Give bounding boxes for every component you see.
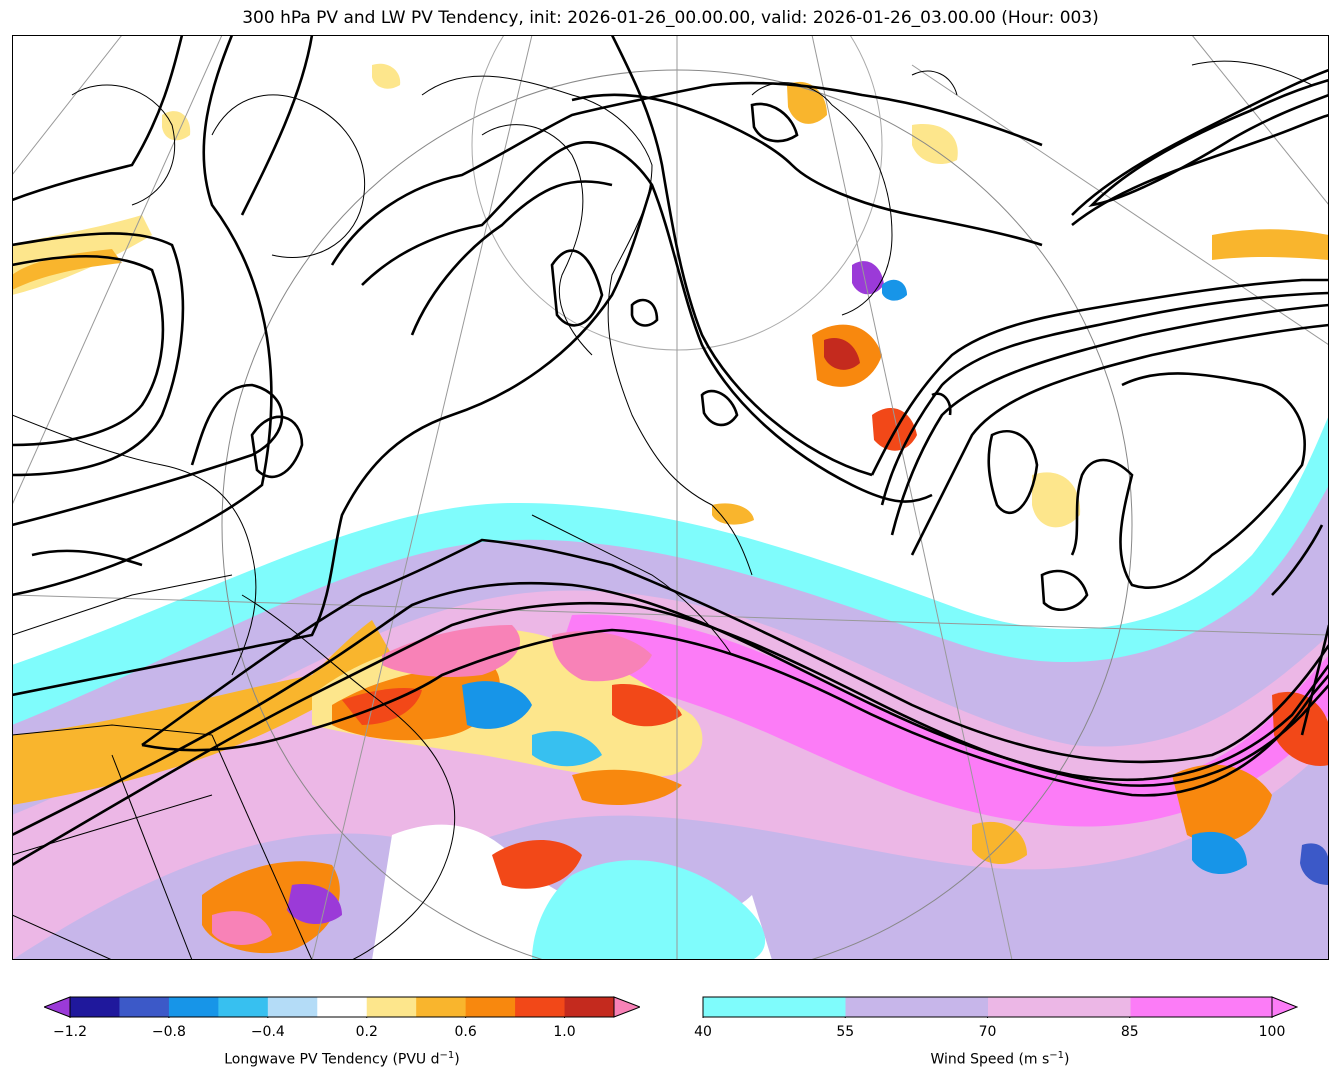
map-panel [12,35,1329,960]
wind-colorbar-tick-label: 55 [836,1024,855,1040]
wind-speed-colorbar [702,996,1298,1018]
wind-speed-colorbar-label: Wind Speed (m s−1) [930,1050,1070,1068]
pv-colorbar-segment [366,997,417,1017]
pv-colorbar-segment [416,997,467,1017]
wind-colorbar-segment [988,997,1131,1017]
wind-colorbar-tick-label: 40 [694,1024,712,1040]
pv-colorbar-tick-label: −0.4 [250,1024,285,1040]
pv-tendency-colorbar-label: Longwave PV Tendency (PVU d−1) [224,1050,460,1068]
wind-colorbar-tick-label: 70 [978,1024,997,1040]
pv-colorbar-tick-label: 1.0 [553,1024,576,1040]
pv-contours [12,35,1329,867]
wind-colorbar-segment [703,997,846,1017]
wind-colorbar-over [1271,996,1298,1018]
pv-colorbar-segment [70,997,120,1017]
figure-title: 300 hPa PV and LW PV Tendency, init: 202… [242,8,1099,28]
pv-colorbar-segment [168,997,219,1017]
pv-colorbar-tick-label: 0.6 [454,1024,477,1040]
pv-colorbar-segment [267,997,318,1017]
pv-colorbar-segment [317,997,368,1017]
graticule [12,35,1329,960]
pv-colorbar-over [613,996,640,1018]
pv-colorbar-tick-label: 0.2 [355,1024,378,1040]
wind-colorbar-tick-label: 100 [1258,1024,1286,1040]
coastlines [12,60,1313,960]
pv-colorbar-segment [218,997,269,1017]
pv-colorbar-segment [564,997,615,1017]
wind-colorbar-segment [1130,997,1274,1017]
pv-colorbar-segment [465,997,516,1017]
pv-tendency-fill [12,63,1329,954]
pv-colorbar-segment [119,997,170,1017]
pv-colorbar-segment [515,997,566,1017]
pv-colorbar-tick-label: −1.2 [53,1024,87,1040]
wind-colorbar-tick-label: 85 [1120,1024,1139,1040]
pv-colorbar-tick-label: −0.8 [151,1024,186,1040]
wind-colorbar-segment [845,997,989,1017]
pv-colorbar-under [44,996,71,1018]
pv-tendency-colorbar [44,996,640,1018]
